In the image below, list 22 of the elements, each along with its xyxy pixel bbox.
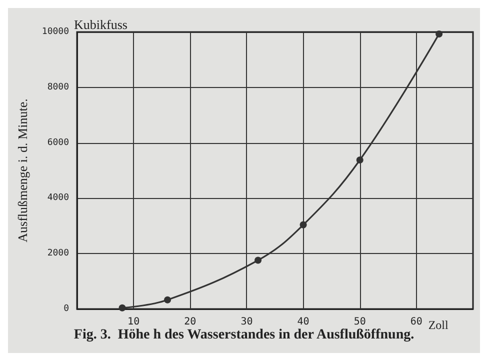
point	[254, 256, 262, 264]
point	[164, 296, 172, 304]
x-tick-label: 60	[410, 316, 422, 328]
point	[436, 30, 443, 38]
x-tick-label: 10	[128, 316, 140, 328]
text: Kubikfuss	[74, 17, 128, 32]
x-tick-label: 40	[297, 316, 310, 328]
point	[300, 221, 307, 228]
y-tick-label: 6000	[47, 138, 69, 148]
x-tick-label: 30	[240, 316, 253, 328]
y-tick-label: 2000	[47, 248, 69, 259]
y-tick-label: 4000	[47, 193, 69, 204]
y-axis-title: Ausflußmenge i. d. Minute.	[15, 98, 30, 242]
x-tick-label: 50	[354, 316, 366, 328]
y-tick-label: 0	[64, 304, 69, 314]
text: Fig. 3. Höhe h des Wasserstandes in der Ausflußöffnung.	[74, 328, 414, 342]
point	[118, 304, 126, 312]
point	[356, 156, 364, 164]
y-tick-label: 10000	[42, 27, 69, 37]
x-axis-title: Zoll	[428, 318, 450, 332]
y-tick-label: 8000	[47, 82, 69, 92]
x-tick-label: 20	[184, 316, 196, 328]
